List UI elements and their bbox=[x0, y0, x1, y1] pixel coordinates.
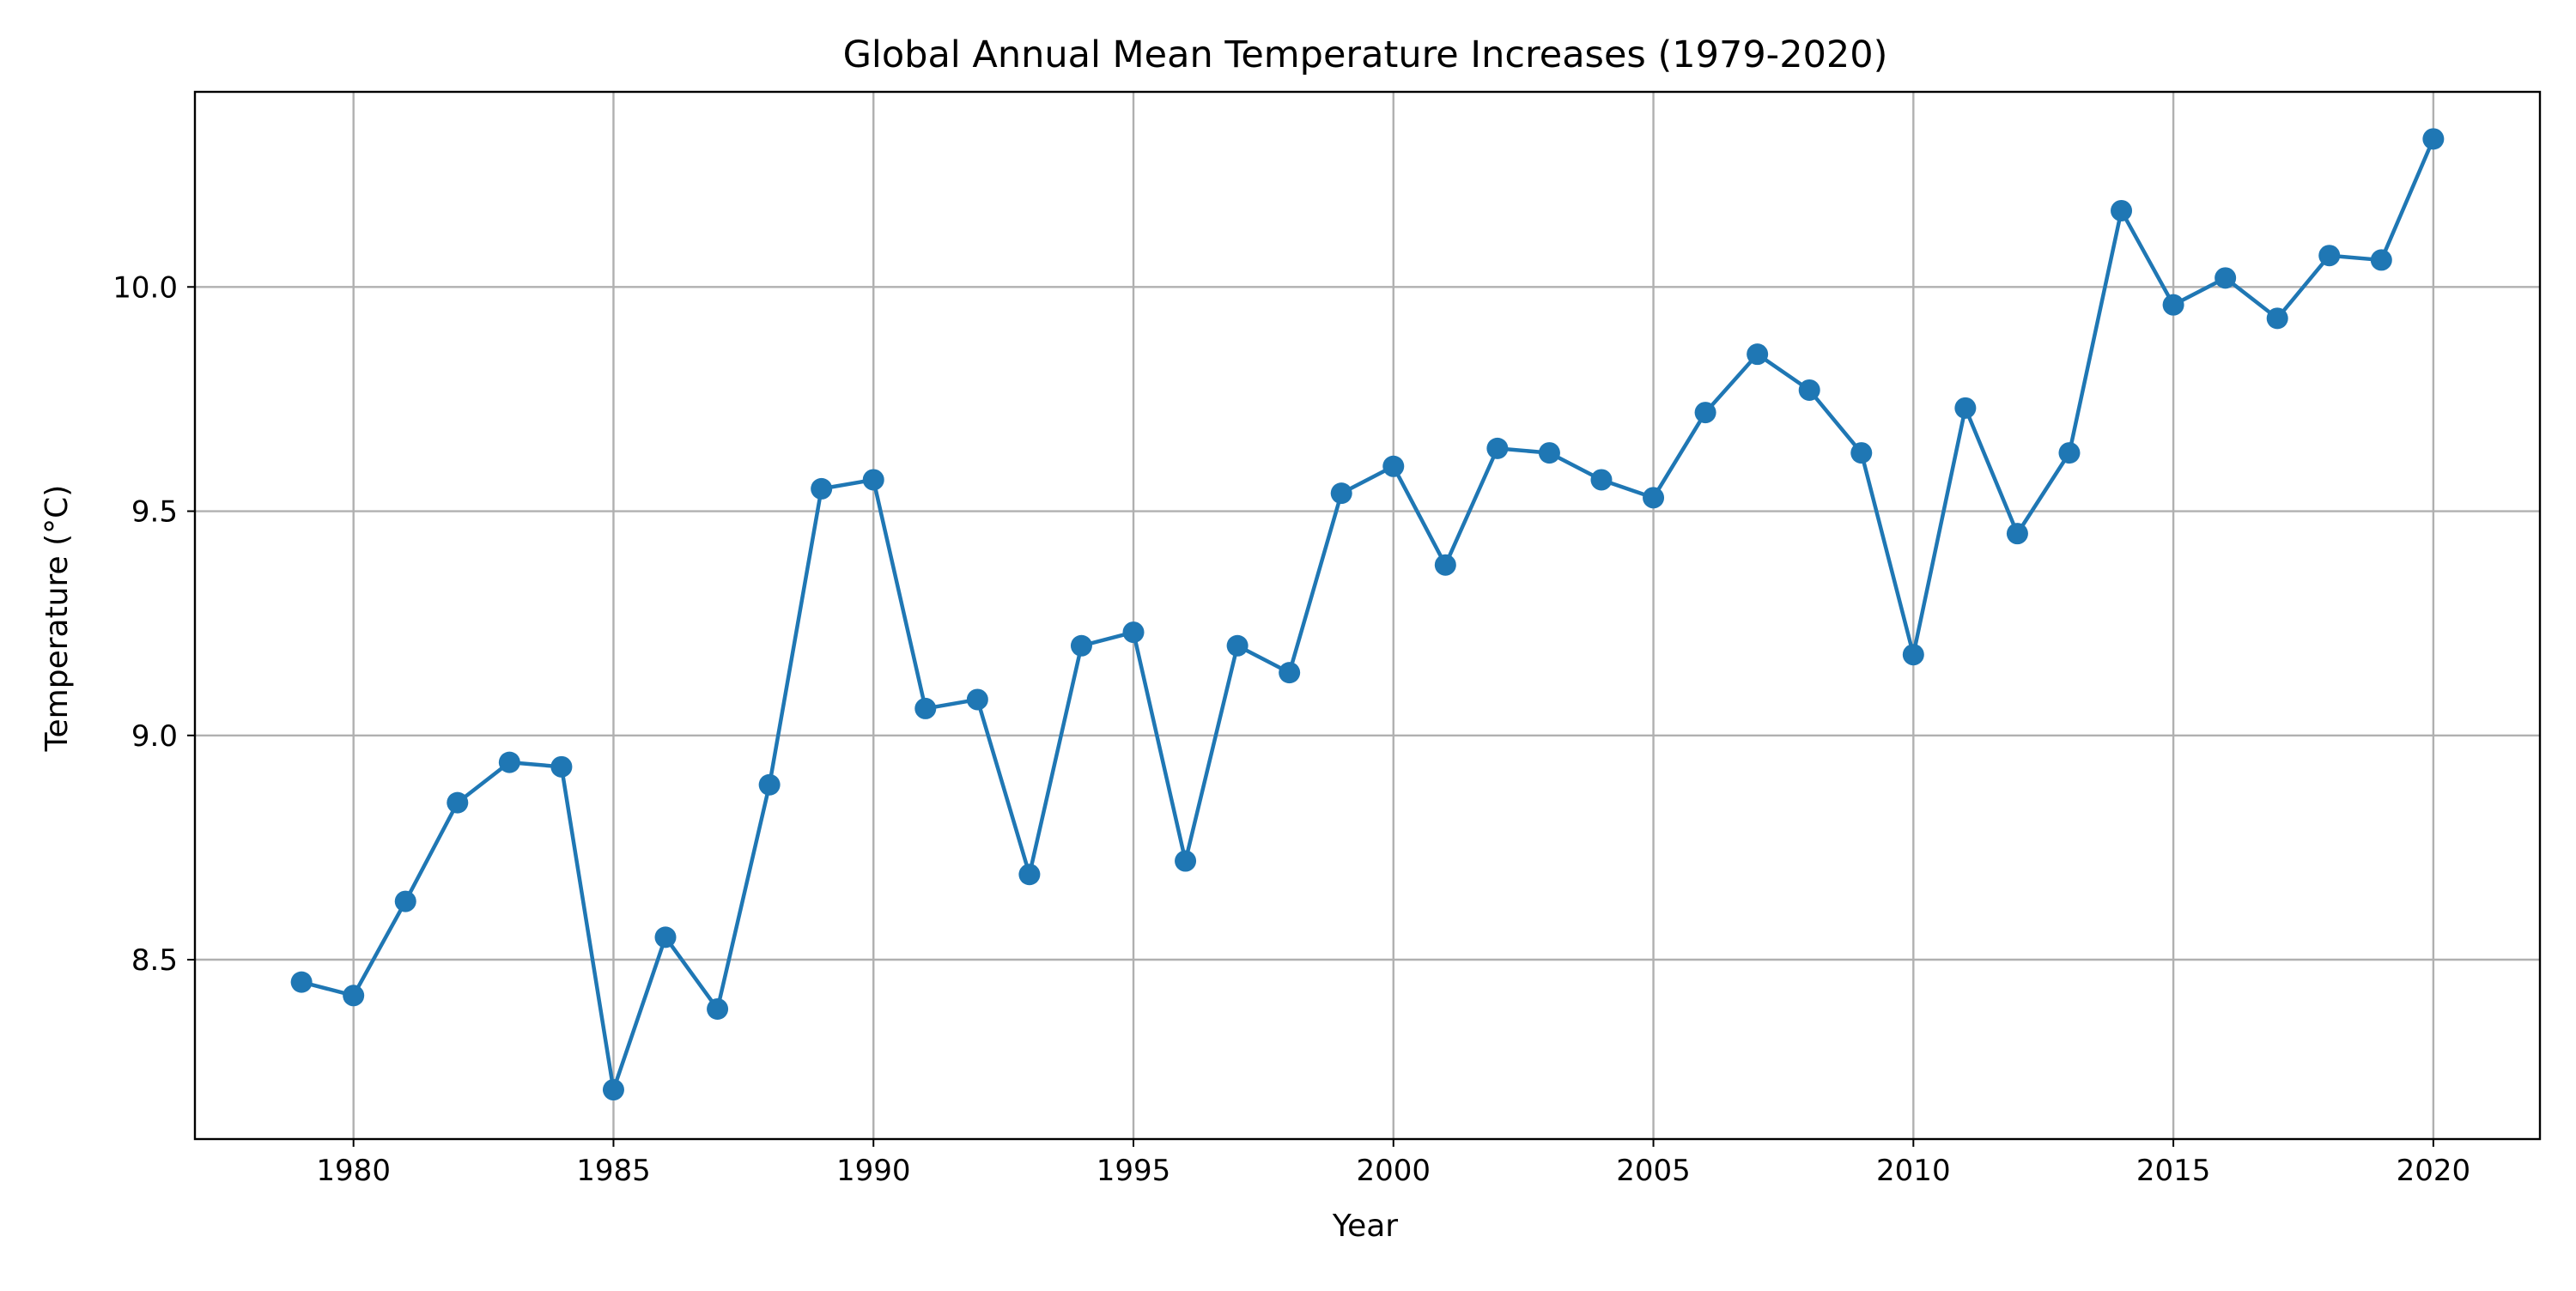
data-point-1989 bbox=[811, 477, 833, 500]
data-point-1998 bbox=[1279, 662, 1301, 684]
data-point-2015 bbox=[2162, 294, 2184, 316]
data-point-2006 bbox=[1694, 402, 1716, 424]
x-tick-label-1985: 1985 bbox=[576, 1154, 651, 1188]
data-point-1987 bbox=[707, 997, 729, 1020]
x-axis-label: Year bbox=[1332, 1209, 1398, 1244]
y-tick-label-10.0: 10.0 bbox=[112, 270, 178, 305]
data-point-1992 bbox=[966, 688, 988, 711]
data-point-2004 bbox=[1590, 469, 1613, 491]
data-point-1990 bbox=[862, 469, 884, 491]
data-point-1991 bbox=[914, 697, 937, 719]
temperature-series bbox=[290, 128, 2445, 1101]
data-point-2011 bbox=[1954, 397, 1977, 419]
data-point-2010 bbox=[1902, 644, 1924, 666]
chart-title: Global Annual Mean Temperature Increases… bbox=[843, 33, 1888, 76]
data-point-1981 bbox=[394, 890, 416, 912]
data-point-2000 bbox=[1382, 455, 1405, 477]
data-point-2005 bbox=[1643, 487, 1665, 509]
data-point-1986 bbox=[654, 926, 677, 949]
data-point-2013 bbox=[2058, 442, 2081, 464]
x-tick-label-2020: 2020 bbox=[2397, 1154, 2471, 1188]
x-tick-label-1990: 1990 bbox=[836, 1154, 911, 1188]
y-tick-label-8.5: 8.5 bbox=[131, 943, 178, 978]
data-point-2007 bbox=[1747, 343, 1769, 366]
data-point-1985 bbox=[602, 1079, 624, 1101]
temperature-line bbox=[301, 137, 2435, 1092]
data-point-2019 bbox=[2370, 249, 2392, 271]
data-point-1983 bbox=[498, 751, 520, 773]
data-point-1999 bbox=[1330, 482, 1352, 505]
data-point-2008 bbox=[1798, 379, 1820, 401]
data-point-2014 bbox=[2111, 199, 2133, 221]
axis-ticks: 1980 1985 1990 1995 2000 2005 2010 2015 2020 8.5 9… bbox=[112, 270, 2470, 1188]
data-point-2017 bbox=[2266, 307, 2288, 330]
y-tick-label-9.5: 9.5 bbox=[131, 495, 178, 530]
data-point-1980 bbox=[343, 985, 365, 1007]
data-point-2016 bbox=[2215, 267, 2237, 289]
data-point-1996 bbox=[1175, 850, 1197, 872]
x-tick-label-1980: 1980 bbox=[316, 1154, 391, 1188]
data-point-1993 bbox=[1018, 864, 1041, 886]
y-tick-label-9.0: 9.0 bbox=[131, 719, 178, 754]
data-point-2018 bbox=[2318, 245, 2341, 267]
data-point-2012 bbox=[2006, 523, 2028, 545]
data-point-1984 bbox=[550, 755, 573, 778]
plot-frame bbox=[193, 90, 2542, 1141]
data-point-1994 bbox=[1070, 634, 1092, 657]
data-point-2020 bbox=[2422, 128, 2445, 150]
data-point-1995 bbox=[1122, 621, 1145, 644]
grid bbox=[195, 92, 2540, 1139]
data-point-2001 bbox=[1434, 554, 1456, 576]
x-tick-label-2015: 2015 bbox=[2136, 1154, 2211, 1188]
data-point-1979 bbox=[290, 971, 313, 993]
x-tick-label-2005: 2005 bbox=[1616, 1154, 1691, 1188]
data-point-2009 bbox=[1850, 442, 1873, 464]
x-tick-label-1995: 1995 bbox=[1097, 1154, 1171, 1188]
x-tick-label-2010: 2010 bbox=[1876, 1154, 1951, 1188]
x-tick-label-2000: 2000 bbox=[1357, 1154, 1431, 1188]
data-point-1988 bbox=[758, 773, 781, 796]
data-point-2002 bbox=[1486, 437, 1509, 459]
data-point-1982 bbox=[447, 791, 469, 814]
y-axis-label: Temperature (°C) bbox=[39, 485, 75, 753]
data-point-2003 bbox=[1538, 442, 1560, 464]
data-point-1997 bbox=[1226, 634, 1249, 657]
